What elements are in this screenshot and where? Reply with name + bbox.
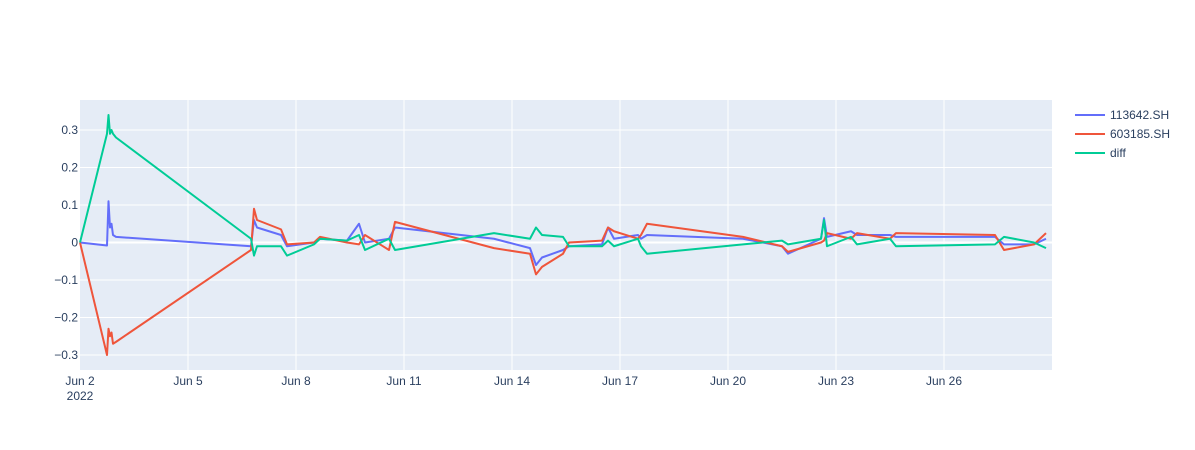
x-tick-label: Jun 2 [65,374,95,388]
grid-lines [80,100,1052,370]
x-tick-label: Jun 5 [173,374,203,388]
y-tick-label: −0.2 [54,311,78,325]
legend-item[interactable]: diff [1075,146,1126,160]
y-tick-label: 0.1 [61,198,78,212]
series-lines [79,114,1047,356]
x-tick-label: Jun 23 [818,374,854,388]
legend-label: diff [1110,146,1126,160]
y-tick-label: 0.2 [61,161,78,175]
x-tick-label: Jun 20 [710,374,746,388]
x-tick-label: Jun 26 [926,374,962,388]
x-tick-year-label: 2022 [67,389,94,403]
series-line-diff [79,114,1047,257]
y-tick-label: −0.3 [54,348,78,362]
legend-item[interactable]: 603185.SH [1075,127,1170,141]
legend-item[interactable]: 113642.SH [1075,108,1169,122]
plot-background [80,100,1052,370]
y-tick-label: 0 [71,236,78,250]
y-axis-ticks: 0.3 0.2 0.1 0 −0.1 −0.2 −0.3 [54,123,78,362]
y-tick-label: −0.1 [54,273,78,287]
x-tick-label: Jun 8 [281,374,311,388]
series-line-603185-sh [79,207,1047,356]
legend-label: 113642.SH [1110,108,1169,122]
x-tick-label: Jun 17 [602,374,638,388]
x-tick-label: Jun 11 [386,374,421,388]
x-tick-label: Jun 14 [494,374,530,388]
y-tick-label: 0.3 [61,123,78,137]
legend[interactable]: 113642.SH 603185.SH diff [1075,108,1170,160]
legend-label: 603185.SH [1110,127,1170,141]
